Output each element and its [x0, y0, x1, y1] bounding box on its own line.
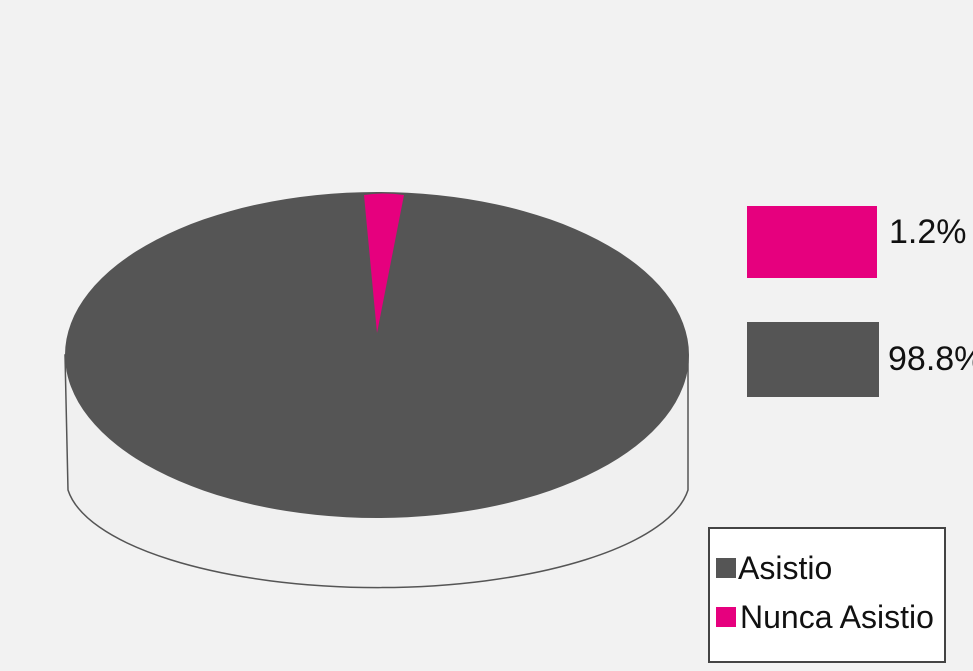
legend-label-nunca-asistio: Nunca Asistio [740, 599, 934, 635]
legend-swatch-nunca-asistio [716, 607, 736, 627]
legend-swatch-asistio [716, 558, 736, 578]
legend-box [708, 527, 946, 663]
pie-slice-nunca-asistio [364, 193, 404, 333]
legend-label-asistio: Asistio [738, 550, 832, 586]
value-label-swatch-nunca-asistio [747, 206, 877, 278]
value-label-nunca-asistio: 1.2% [889, 213, 967, 251]
legend: Asistio Nunca Asistio [708, 527, 946, 663]
value-label-asistio: 98.8% [888, 340, 973, 378]
value-label-swatch-asistio [747, 322, 879, 397]
pie-slice-asistio [64, 191, 690, 519]
